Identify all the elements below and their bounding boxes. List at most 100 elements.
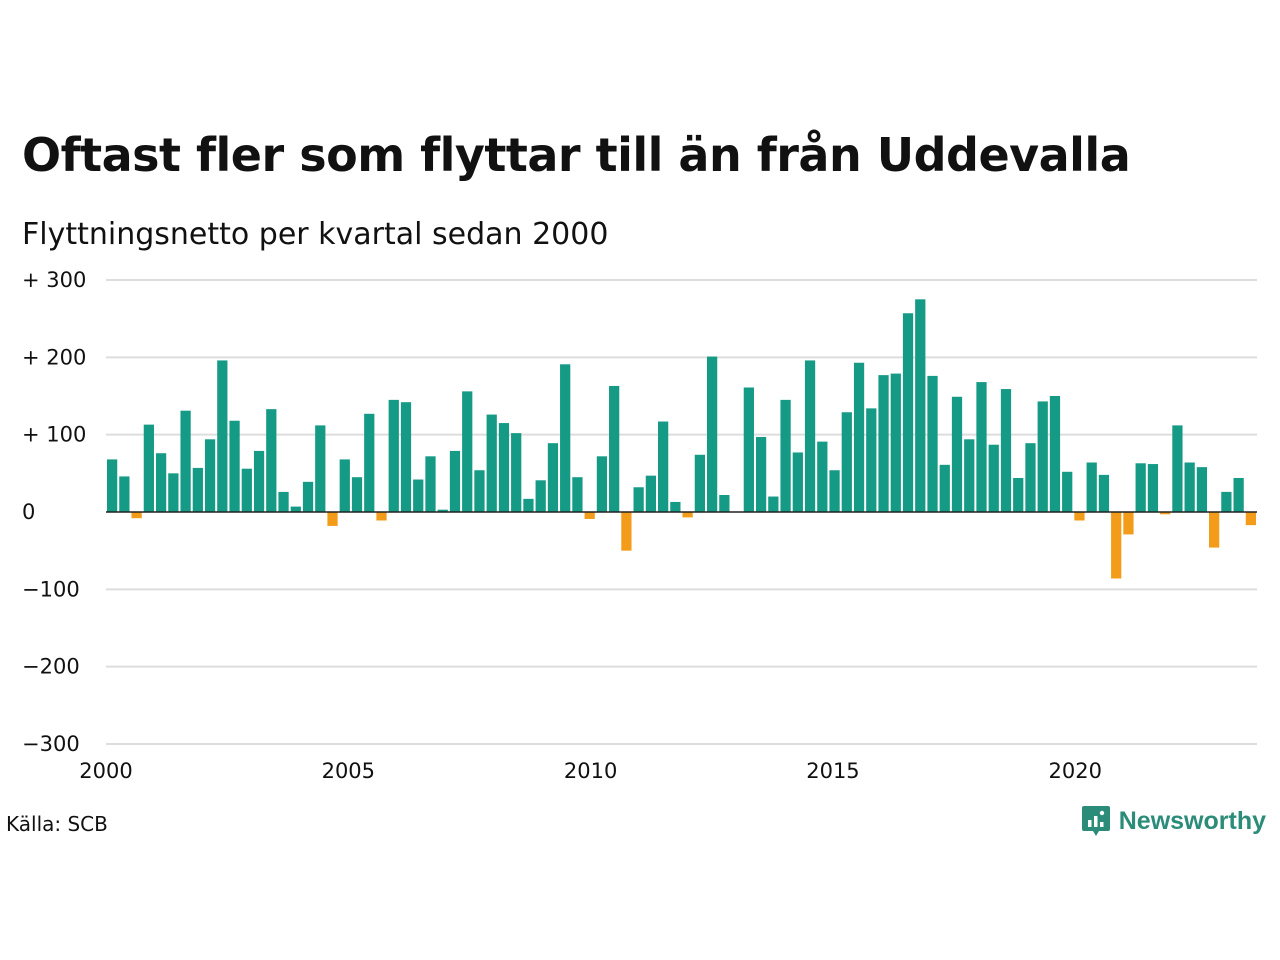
- bar: [853, 362, 865, 512]
- bar: [1196, 467, 1208, 512]
- bar: [217, 360, 228, 512]
- x-axis-ticks: 2000 2005 2010 2015 2020: [79, 759, 1102, 783]
- bar: [511, 433, 522, 512]
- bar: [523, 498, 534, 512]
- bar: [462, 391, 473, 512]
- bar: [155, 453, 167, 512]
- bar: [535, 480, 546, 512]
- bar: [964, 439, 975, 512]
- bar: [768, 496, 779, 512]
- bar: [706, 356, 718, 512]
- bar: [890, 373, 901, 512]
- bar: [253, 450, 265, 512]
- chart-title: Oftast fler som flyttar till än från Udd…: [22, 128, 1131, 182]
- y-tick-label: −100: [22, 577, 80, 601]
- brand-name: Newsworthy: [1118, 806, 1266, 835]
- bar: [351, 477, 363, 512]
- bar: [204, 439, 216, 512]
- bar: [547, 443, 559, 512]
- bar: [1147, 464, 1159, 512]
- x-tick-label: 2020: [1049, 759, 1102, 783]
- bar: [633, 487, 644, 512]
- bars: [107, 299, 1256, 579]
- newsworthy-logo-icon: [1081, 806, 1110, 836]
- bar: [1172, 425, 1183, 512]
- x-tick-label: 2005: [322, 759, 375, 783]
- x-tick-label: 2000: [79, 759, 132, 783]
- bar: [621, 512, 632, 551]
- brand-logo: Newsworthy: [1081, 804, 1266, 838]
- bar: [1184, 462, 1195, 512]
- bar: [486, 414, 497, 512]
- bar: [1000, 389, 1012, 512]
- bar: [229, 420, 240, 512]
- bar: [131, 512, 142, 519]
- bar: [829, 470, 840, 512]
- bar: [1037, 401, 1048, 512]
- bar: [609, 385, 620, 512]
- bar: [437, 509, 448, 512]
- bar: [400, 402, 412, 512]
- bar: [915, 299, 926, 512]
- bar: [902, 313, 914, 512]
- bar: [290, 506, 301, 512]
- bar: [1233, 477, 1244, 512]
- bar: [658, 421, 669, 512]
- x-tick-label: 2010: [564, 759, 617, 783]
- y-axis-ticks: + 300 + 200 + 100 0 −100 −200 −300: [22, 268, 86, 756]
- bar: [792, 452, 803, 512]
- bar: [804, 360, 816, 512]
- chart-subtitle: Flyttningsnetto per kvartal sedan 2000: [22, 217, 609, 252]
- bar: [107, 459, 118, 512]
- bar: [1245, 512, 1256, 526]
- bar: [498, 423, 510, 512]
- bar: [817, 441, 828, 512]
- bar: [596, 456, 608, 512]
- bar: [1049, 396, 1061, 512]
- bar: [1209, 512, 1220, 548]
- bar: [780, 399, 791, 512]
- bar: [302, 481, 314, 512]
- bar: [266, 409, 277, 512]
- grid-lines: [106, 279, 1257, 745]
- bar: [841, 412, 852, 512]
- y-tick-label: −200: [22, 655, 80, 679]
- y-tick-label: 0: [22, 500, 35, 524]
- bar: [755, 436, 767, 512]
- bar: [1160, 512, 1171, 515]
- bar: [315, 425, 326, 512]
- y-tick-label: + 300: [22, 268, 86, 292]
- x-tick-label: 2015: [806, 759, 859, 783]
- bar: [376, 512, 387, 521]
- bar: [988, 444, 999, 512]
- bar: [951, 396, 963, 512]
- bar: [474, 470, 485, 512]
- bar: [339, 459, 350, 512]
- bar: [241, 468, 252, 512]
- bar: [927, 375, 938, 512]
- bar: [572, 477, 583, 512]
- bar: [364, 413, 375, 512]
- bar: [1221, 491, 1232, 512]
- bar: [192, 467, 203, 512]
- bar: [1062, 471, 1073, 512]
- bar: [866, 408, 877, 512]
- bar: [878, 375, 889, 512]
- bar: [1135, 463, 1146, 512]
- bar: [1086, 462, 1097, 512]
- bar: [180, 410, 191, 512]
- y-tick-label: + 200: [22, 345, 86, 369]
- bar: [939, 464, 950, 512]
- y-tick-label: + 100: [22, 423, 86, 447]
- bar: [168, 473, 179, 512]
- bar: [670, 501, 681, 512]
- bar: [645, 475, 657, 512]
- bar: [143, 424, 154, 512]
- bar: [1123, 512, 1134, 535]
- source-note: Källa: SCB: [6, 812, 108, 836]
- bar: [976, 382, 987, 512]
- bar: [719, 494, 730, 512]
- bar: [584, 512, 595, 519]
- bar: [560, 364, 571, 512]
